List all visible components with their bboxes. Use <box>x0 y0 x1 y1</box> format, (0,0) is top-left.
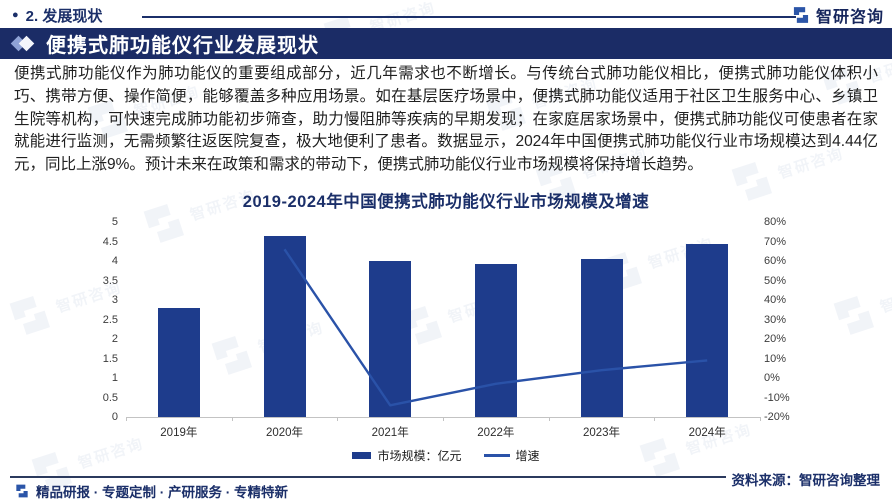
bar-swatch-icon <box>352 452 372 459</box>
x-axis-label: 2022年 <box>477 427 515 439</box>
chart-title: 2019-2024年中国便携式肺功能仪行业市场规模及增速 <box>242 193 650 211</box>
brand-name: 智研咨询 <box>815 9 884 26</box>
left-axis-tick: 2 <box>111 333 118 345</box>
brand-logo: 智研咨询 <box>791 3 884 27</box>
tagline-text: 精品研报 · 专题定制 · 产研服务 · 专精特新 <box>36 485 288 500</box>
x-axis-label: 2020年 <box>265 427 304 439</box>
top-header: ● 2. 发展现状 智研咨询 <box>0 3 892 27</box>
x-axis-label: 2021年 <box>371 427 409 439</box>
data-source: 资料来源：智研咨询整理 <box>731 473 881 488</box>
right-axis-tick: -20% <box>764 411 790 423</box>
title-banner: 便携式肺功能仪行业发展现状 <box>0 28 892 59</box>
x-axis-label: 2024年 <box>688 427 726 439</box>
chart-bar-2019年 <box>157 307 200 417</box>
right-axis-tick: 70% <box>764 235 787 248</box>
chart-left-axis: 0 0.5 1 1.5 2 2.5 3 3.5 4 4.5 5 <box>58 216 118 423</box>
chart-bar-2021年 <box>369 261 412 417</box>
left-axis-tick: 4.5 <box>102 235 118 248</box>
right-axis-tick: 20% <box>764 333 787 345</box>
bullet-icon: ● <box>12 9 19 21</box>
chart-bar-2022年 <box>474 264 517 417</box>
x-axis-tickmark <box>654 417 656 421</box>
x-axis-label: 2019年 <box>160 427 198 439</box>
chart-legend: 市场规模：亿元 增速 <box>0 447 892 464</box>
left-axis-tick: 0 <box>111 411 118 423</box>
zhiyan-logo-icon <box>791 5 811 25</box>
right-axis-tick: -10% <box>764 391 790 404</box>
x-axis-tickmark <box>548 417 550 421</box>
left-axis-tick: 2.5 <box>102 313 118 326</box>
x-axis-tickmark <box>337 417 339 421</box>
right-axis-tick: 10% <box>764 352 787 365</box>
zhiyan-logo-icon <box>14 483 30 499</box>
right-axis-tick: 0% <box>764 372 780 384</box>
chart-right-axis: -20% -10% 0% 10% 20% 30% 40% 50% 60% 70% 80% <box>764 216 824 423</box>
header-divider <box>142 16 796 18</box>
left-axis-tick: 1.5 <box>102 352 118 365</box>
legend-item-bar: 市场规模：亿元 <box>352 447 462 464</box>
body-paragraph: 便携式肺功能仪作为肺功能仪的重要组成部分，近几年需求也不断增长。与传统台式肺功能… <box>14 65 878 174</box>
x-axis-tickmark <box>126 417 127 421</box>
legend-label: 市场规模：亿元 <box>377 449 462 463</box>
page-title: 便携式肺功能仪行业发展现状 <box>46 35 319 57</box>
double-diamond-icon <box>10 35 38 51</box>
x-axis-tickmark <box>760 417 761 421</box>
right-axis-tick: 80% <box>764 216 787 228</box>
line-swatch-icon <box>483 454 510 457</box>
left-axis-tick: 1 <box>111 372 118 384</box>
right-axis-tick: 60% <box>764 255 787 267</box>
footer-divider <box>10 476 726 478</box>
legend-label: 增速 <box>515 449 540 463</box>
growth-line <box>283 248 708 407</box>
chart-bar-2024年 <box>686 243 729 417</box>
left-axis-tick: 5 <box>111 216 118 228</box>
chart-bar-2020年 <box>263 235 306 417</box>
footer-tagline: 精品研报 · 专题定制 · 产研服务 · 专精特新 <box>14 481 288 500</box>
right-axis-tick: 30% <box>764 313 787 326</box>
right-axis-tick: 50% <box>764 274 787 287</box>
x-axis-tickmark <box>231 417 233 421</box>
x-axis-tickmark <box>443 417 444 421</box>
chart-bar-2023年 <box>580 258 623 417</box>
left-axis-tick: 0.5 <box>102 391 118 404</box>
section-label: 2. 发展现状 <box>25 8 103 25</box>
left-axis-tick: 4 <box>111 255 118 267</box>
section-heading: ● 2. 发展现状 <box>12 5 102 26</box>
chart-plot-area: 2019年 2020年 2021年 2022年 2023年 2024年 <box>126 222 761 439</box>
left-axis-tick: 3.5 <box>102 274 118 287</box>
left-axis-tick: 3 <box>111 294 118 306</box>
legend-item-line: 增速 <box>483 447 540 464</box>
x-axis-label: 2023年 <box>582 427 621 439</box>
right-axis-tick: 40% <box>764 294 787 306</box>
